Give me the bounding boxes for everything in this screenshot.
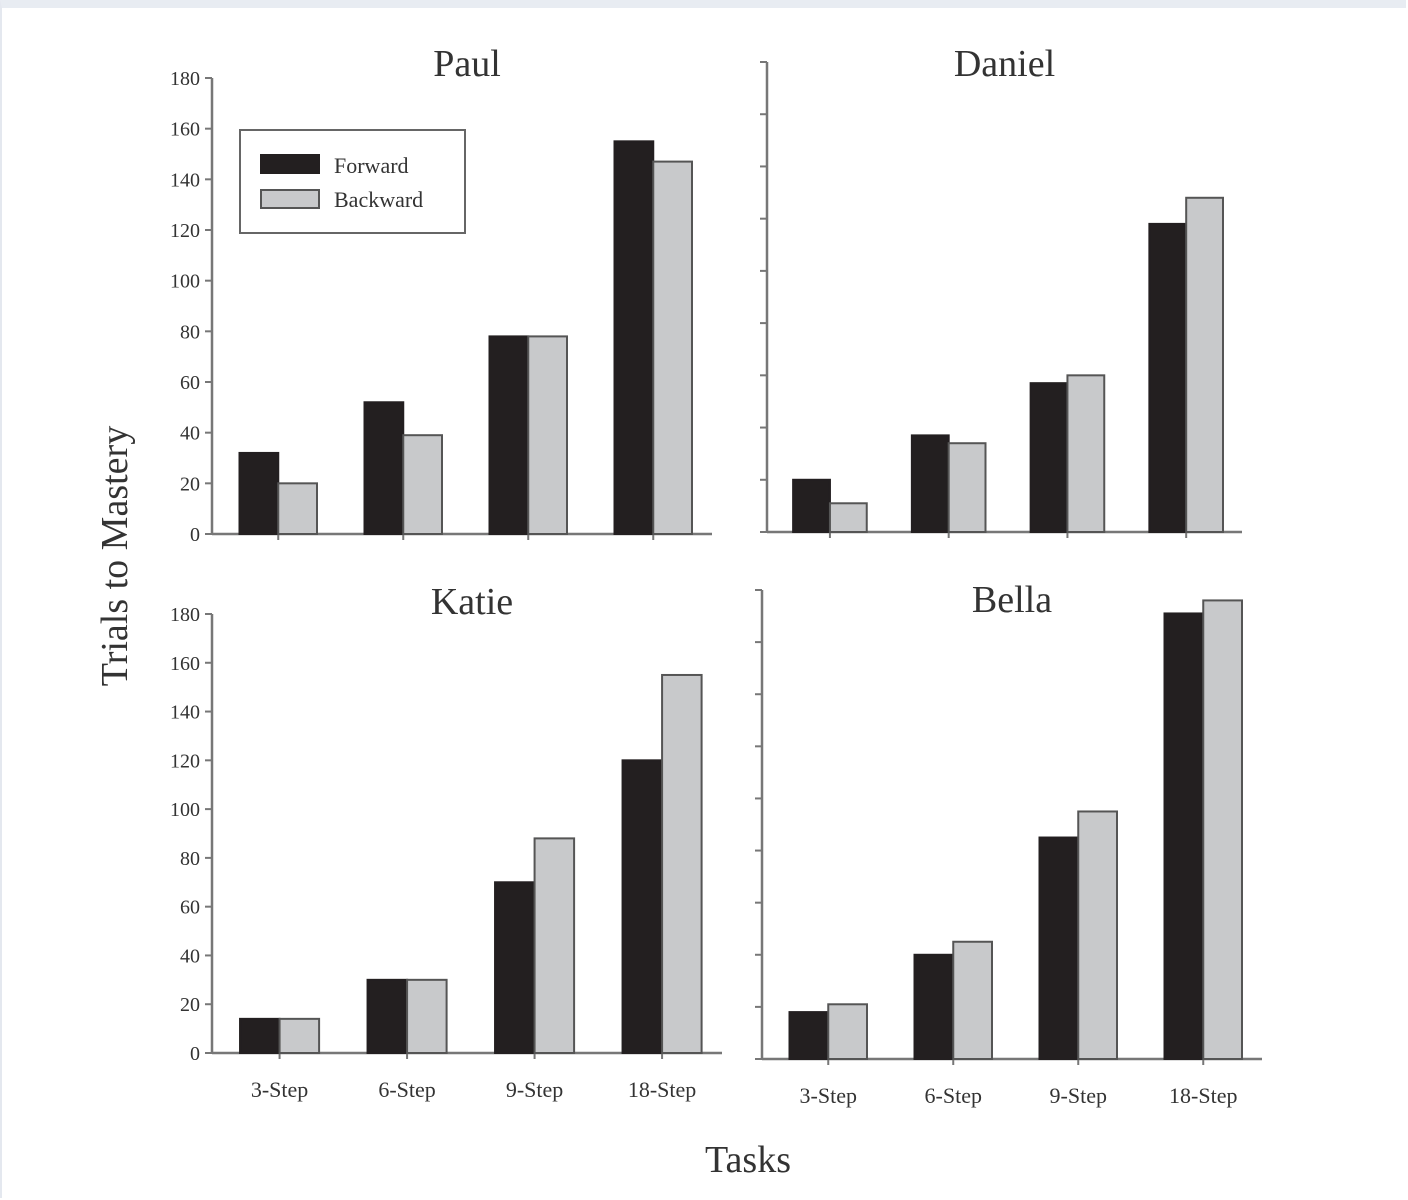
bar-backward-6-step xyxy=(952,940,993,1060)
y-tick-label: 40 xyxy=(180,945,200,967)
y-tick-label: 60 xyxy=(180,897,200,919)
bar-backward-6-step xyxy=(947,442,987,534)
legend-swatch-backward xyxy=(260,189,320,209)
bar-forward-6-step xyxy=(913,953,955,1060)
y-tick-label: 20 xyxy=(180,473,200,495)
bar-backward-6-step xyxy=(402,434,443,536)
y-tick-label: 120 xyxy=(170,750,200,772)
bar-forward-18-step xyxy=(613,140,655,535)
y-tick-label: 80 xyxy=(180,848,200,870)
y-tick-label: 0 xyxy=(190,1043,200,1065)
y-tick-label: 100 xyxy=(170,799,200,821)
bar-backward-3-step xyxy=(828,502,868,533)
bar-backward-9-step xyxy=(527,335,568,535)
y-tick-label: 140 xyxy=(170,169,200,191)
bar-forward-9-step xyxy=(488,335,530,535)
x-tick-label: 9-Step xyxy=(1050,1083,1107,1108)
y-axis-label: Trials to Mastery xyxy=(94,426,136,686)
legend-box xyxy=(239,129,466,234)
bar-backward-18-step xyxy=(661,673,703,1054)
y-tick-label: 80 xyxy=(180,321,200,343)
x-tick-label: 3-Step xyxy=(251,1077,308,1102)
bar-backward-9-step xyxy=(533,837,576,1055)
bar-backward-9-step xyxy=(1077,810,1118,1060)
y-tick-label: 180 xyxy=(170,604,200,626)
bar-forward-6-step xyxy=(366,978,409,1054)
bar-forward-18-step xyxy=(621,759,664,1054)
y-tick-label: 160 xyxy=(170,119,200,141)
y-tick-label: 140 xyxy=(170,702,200,724)
y-tick-label: 120 xyxy=(170,220,200,242)
bar-forward-3-step xyxy=(788,1011,830,1060)
bar-backward-3-step xyxy=(277,482,318,536)
bar-forward-18-step xyxy=(1163,612,1205,1060)
bar-forward-9-step xyxy=(494,881,536,1054)
y-tick-label: 180 xyxy=(170,68,200,90)
panel-title: Daniel xyxy=(954,43,1055,85)
bar-backward-18-step xyxy=(1202,599,1243,1061)
bar-forward-3-step xyxy=(792,478,831,533)
x-tick-label: 3-Step xyxy=(800,1083,857,1108)
y-tick-label: 0 xyxy=(190,524,200,546)
y-tick-label: 40 xyxy=(180,423,200,445)
panel-title: Bella xyxy=(972,579,1052,621)
y-tick-label: 100 xyxy=(170,271,200,293)
y-tick-label: 20 xyxy=(180,994,200,1016)
bar-forward-9-step xyxy=(1029,382,1069,533)
bar-forward-3-step xyxy=(239,1017,281,1054)
bar-backward-18-step xyxy=(652,160,693,535)
bar-forward-9-step xyxy=(1038,836,1080,1060)
x-tick-label: 18-Step xyxy=(1169,1083,1237,1108)
panel-title: Paul xyxy=(433,43,501,85)
bar-backward-6-step xyxy=(406,978,448,1054)
legend-label-backward: Backward xyxy=(334,187,423,212)
x-axis-label: Tasks xyxy=(705,1139,791,1181)
x-tick-label: 9-Step xyxy=(506,1077,563,1102)
bar-forward-6-step xyxy=(363,401,405,535)
bar-forward-6-step xyxy=(910,434,950,533)
bar-backward-18-step xyxy=(1185,196,1224,533)
bar-forward-3-step xyxy=(238,451,280,535)
legend-swatch-forward xyxy=(260,154,320,174)
panel-title: Katie xyxy=(431,581,513,623)
x-tick-label: 6-Step xyxy=(925,1083,982,1108)
bar-backward-3-step xyxy=(827,1003,868,1060)
bar-backward-9-step xyxy=(1066,374,1106,534)
bar-forward-18-step xyxy=(1148,222,1188,533)
y-tick-label: 160 xyxy=(170,653,200,675)
bar-backward-3-step xyxy=(278,1017,321,1054)
y-tick-label: 60 xyxy=(180,372,200,394)
x-tick-label: 6-Step xyxy=(378,1077,435,1102)
legend-label-forward: Forward xyxy=(334,153,409,178)
x-tick-label: 18-Step xyxy=(628,1077,696,1102)
